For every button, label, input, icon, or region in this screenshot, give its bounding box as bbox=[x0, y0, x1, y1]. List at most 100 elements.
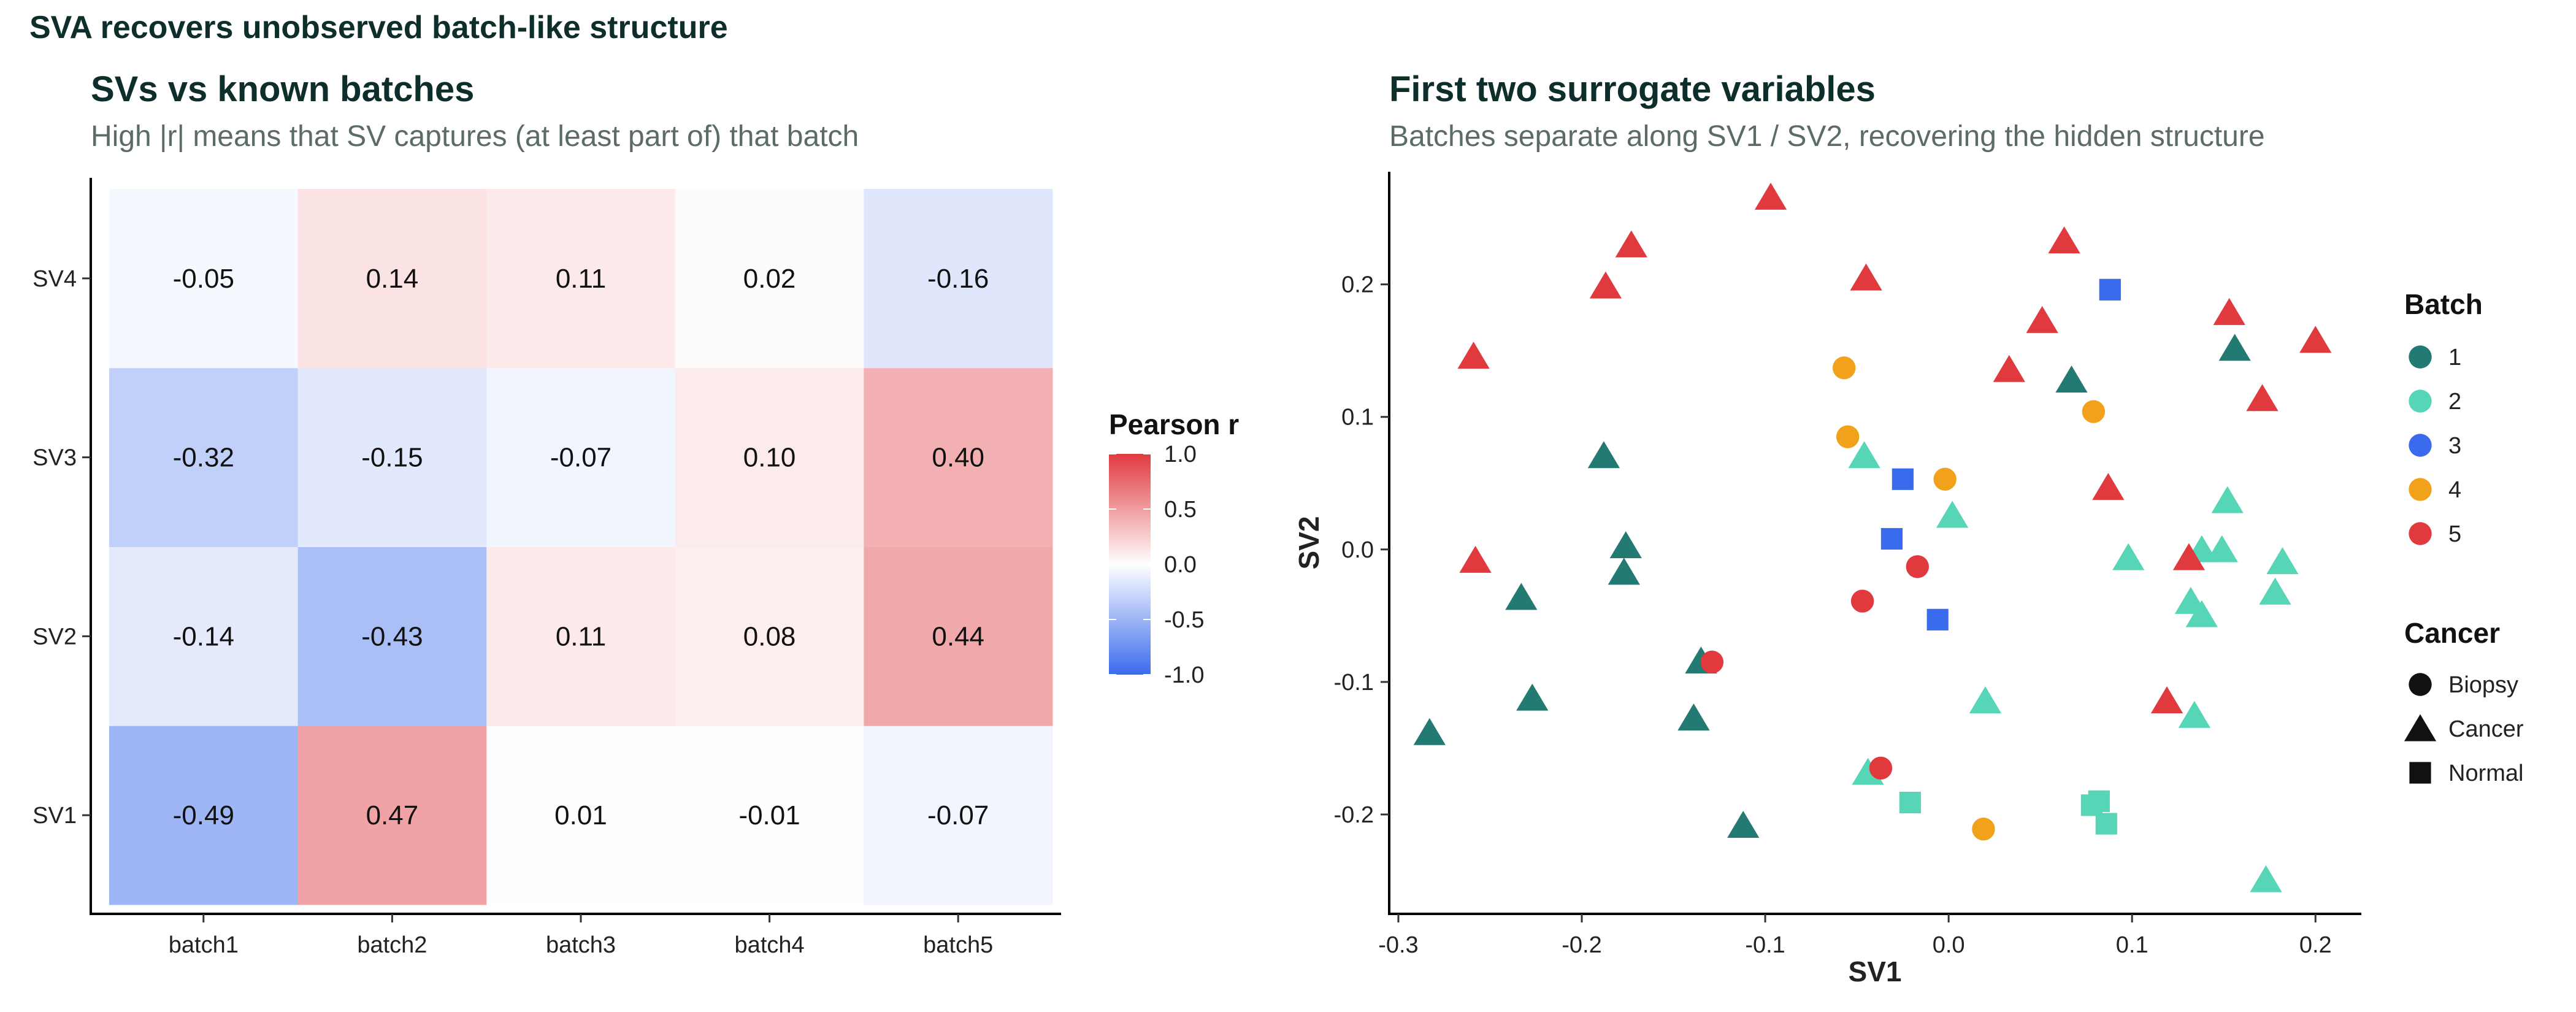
heatmap-cell bbox=[109, 367, 299, 547]
scatter-point bbox=[1899, 791, 1921, 814]
scatter-point bbox=[1609, 531, 1642, 559]
heatmap-cell-label: 0.08 bbox=[743, 621, 796, 651]
scatter-y-ticks: -0.2 -0.1 0.0 0.1 0.2 bbox=[1334, 272, 1389, 828]
heatmap-cell-label: -0.49 bbox=[173, 800, 234, 830]
scatter-point bbox=[2095, 813, 2117, 835]
scatter-x-tick-label: -0.2 bbox=[1562, 932, 1601, 958]
heatmap-x-tick-label: batch1 bbox=[169, 932, 239, 958]
heatmap-cell bbox=[486, 726, 676, 905]
scatter-point bbox=[1869, 756, 1893, 780]
scatter-point bbox=[2259, 577, 2291, 605]
heatmap-cell-label: 0.02 bbox=[743, 264, 796, 294]
scatter-points bbox=[1413, 182, 2332, 892]
batch-legend-key bbox=[2409, 434, 2432, 457]
heatmap-y-tick-label: SV2 bbox=[33, 624, 77, 650]
batch-legend-label: 4 bbox=[2448, 477, 2461, 503]
scatter-point bbox=[2213, 297, 2245, 325]
scatter-y-tick-label: 0.1 bbox=[1341, 405, 1374, 431]
heatmap-cell bbox=[109, 546, 299, 726]
scatter-point bbox=[1936, 500, 1969, 528]
scatter-point bbox=[1677, 703, 1710, 731]
heatmap-y-tick-label: SV1 bbox=[33, 803, 77, 829]
scatter-point bbox=[1587, 441, 1620, 469]
batch-legend-label: 3 bbox=[2448, 433, 2461, 459]
heatmap-cell bbox=[486, 189, 676, 369]
scatter-point bbox=[2048, 226, 2080, 254]
cancer-legend-label: Biopsy bbox=[2448, 672, 2518, 698]
scatter-point bbox=[1892, 468, 1914, 490]
scatter-point bbox=[2211, 486, 2244, 513]
heatmap-y-tick-label: SV3 bbox=[33, 445, 77, 471]
scatter-point bbox=[1589, 271, 1622, 299]
scatter-point bbox=[2266, 547, 2299, 575]
scatter-point bbox=[2206, 535, 2238, 562]
heatmap-cell bbox=[675, 189, 864, 369]
scatter-point bbox=[1969, 686, 2002, 713]
heatmap-x-tick-label: batch4 bbox=[735, 932, 805, 958]
heatmap-cell-labels: -0.49 0.47 0.01 -0.01 -0.07 -0.14 -0.43 0.11 0.0… bbox=[173, 264, 989, 830]
heatmap-y-ticks: SV1 SV2 SV3 SV4 bbox=[33, 266, 91, 829]
heatmap-cell-label: 0.47 bbox=[366, 800, 419, 830]
heatmap-title: SVs vs known batches bbox=[91, 69, 474, 109]
scatter-point bbox=[2185, 600, 2218, 627]
scatter-point bbox=[1727, 811, 1760, 838]
scatter-point bbox=[1836, 425, 1860, 448]
scatter-point bbox=[1972, 818, 1995, 841]
scatter-point bbox=[1880, 527, 1903, 550]
batch-legend-key bbox=[2409, 522, 2432, 545]
scatter-x-tick-label: 0.2 bbox=[2299, 932, 2332, 958]
heatmap-cell-label: 0.14 bbox=[366, 264, 419, 294]
batch-legend-key bbox=[2409, 345, 2432, 369]
heatmap-cell-label: -0.15 bbox=[361, 443, 423, 473]
heatmap-cells bbox=[109, 189, 1053, 905]
heatmap-cell bbox=[675, 726, 864, 905]
scatter-point bbox=[2026, 305, 2058, 333]
scatter-point bbox=[1850, 263, 1882, 291]
scatter-point bbox=[1993, 355, 2025, 382]
colorbar-tick-label: -0.5 bbox=[1164, 607, 1204, 633]
heatmap-panel: SVs vs known batches High |r| means that… bbox=[33, 69, 1239, 958]
scatter-point bbox=[2250, 865, 2282, 892]
heatmap-cell-label: 0.11 bbox=[556, 264, 606, 294]
heatmap-cell bbox=[864, 726, 1053, 905]
scatter-y-tick-label: 0.2 bbox=[1341, 272, 1374, 298]
scatter-point bbox=[1832, 356, 1856, 380]
scatter-point bbox=[1608, 558, 1640, 585]
colorbar-tick-label: 0.0 bbox=[1164, 552, 1197, 578]
scatter-point bbox=[1754, 182, 1787, 210]
scatter-point bbox=[2172, 543, 2206, 570]
heatmap-cell-label: 0.01 bbox=[554, 800, 607, 830]
cancer-legend-key bbox=[2409, 762, 2431, 784]
batch-legend-key bbox=[2409, 478, 2432, 501]
heatmap-cell-label: 0.44 bbox=[932, 621, 984, 651]
batch-legend-label: 1 bbox=[2448, 345, 2461, 370]
scatter-y-tick-label: 0.0 bbox=[1341, 537, 1374, 563]
heatmap-cell bbox=[297, 189, 487, 369]
heatmap-x-tick-label: batch5 bbox=[923, 932, 993, 958]
cancer-legend-title: Cancer bbox=[2404, 617, 2500, 649]
scatter-point bbox=[2092, 473, 2125, 500]
heatmap-subtitle: High |r| means that SV captures (at leas… bbox=[91, 120, 859, 153]
scatter-x-axis-label: SV1 bbox=[1849, 956, 1902, 987]
scatter-panel: First two surrogate variables Batches se… bbox=[1293, 69, 2524, 987]
scatter-point bbox=[2112, 543, 2145, 570]
cancer-legend-key bbox=[2409, 673, 2432, 696]
heatmap-cell bbox=[675, 367, 864, 547]
scatter-y-axis-label: SV2 bbox=[1293, 516, 1325, 570]
scatter-point bbox=[2099, 278, 2121, 301]
colorbar-tick-label: -1.0 bbox=[1164, 662, 1204, 688]
scatter-point bbox=[1505, 583, 1538, 610]
batch-legend-label: 2 bbox=[2448, 389, 2461, 415]
scatter-point bbox=[2150, 686, 2183, 713]
heatmap-cell-label: -0.14 bbox=[173, 621, 234, 651]
scatter-point bbox=[1850, 589, 1874, 613]
heatmap-cell bbox=[864, 367, 1053, 547]
scatter-point bbox=[1516, 683, 1549, 711]
heatmap-cell-label: 0.11 bbox=[556, 621, 606, 651]
heatmap-y-tick-label: SV4 bbox=[33, 266, 77, 292]
page-title: SVA recovers unobserved batch-like struc… bbox=[29, 10, 728, 45]
heatmap-cell bbox=[675, 546, 864, 726]
heatmap-cell bbox=[297, 726, 487, 905]
heatmap-cell-label: 0.40 bbox=[932, 443, 984, 473]
